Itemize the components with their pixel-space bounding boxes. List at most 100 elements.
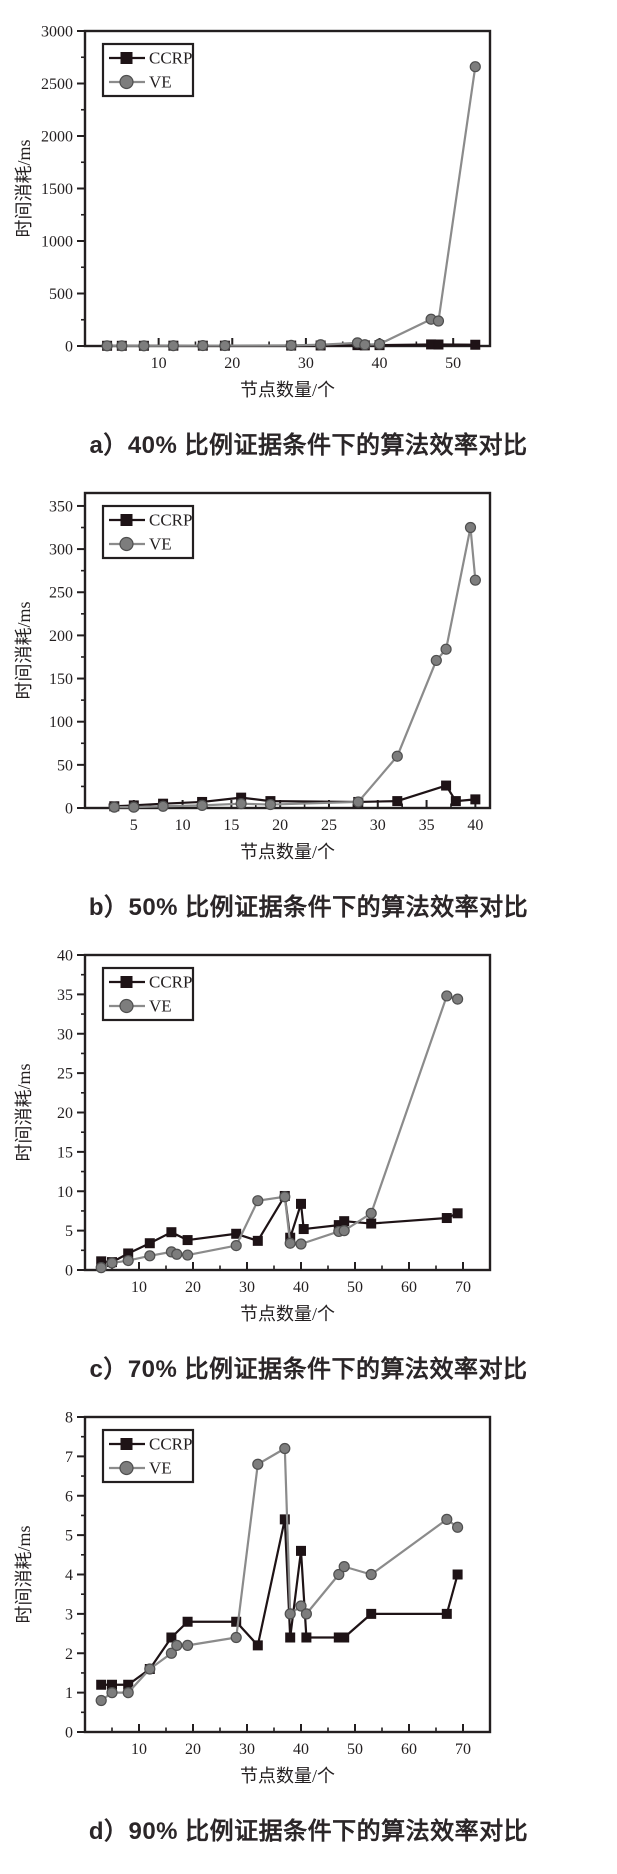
y-tick-label: 35 xyxy=(57,987,73,1004)
legend-CCRP-marker xyxy=(120,976,133,988)
series-CCRP-marker xyxy=(166,1227,177,1238)
series-VE-marker xyxy=(264,798,277,811)
series-VE-marker xyxy=(338,1561,350,1573)
series-CCRP-marker xyxy=(441,780,452,791)
x-tick-label: 70 xyxy=(455,1279,471,1296)
series-CCRP-marker xyxy=(441,1608,452,1619)
series-CCRP-marker xyxy=(441,1213,452,1224)
x-axis-label: 节点数量/个 xyxy=(240,1304,335,1324)
x-tick-label: 10 xyxy=(151,355,167,372)
legend-VE-marker xyxy=(119,74,134,90)
y-tick-label: 1500 xyxy=(41,181,73,198)
series-CCRP-marker xyxy=(296,1545,306,1556)
y-tick-label: 2000 xyxy=(41,129,73,146)
x-tick-label: 40 xyxy=(293,1279,309,1296)
series-CCRP-marker xyxy=(166,1632,177,1643)
series-CCRP-marker xyxy=(144,1238,155,1249)
y-tick-label: 10 xyxy=(57,1184,73,1201)
y-tick-label: 0 xyxy=(65,339,73,356)
y-tick-label: 1000 xyxy=(41,234,73,251)
series-VE-marker xyxy=(295,1238,307,1250)
series-VE-marker xyxy=(252,1195,264,1207)
series-VE-marker xyxy=(284,1608,296,1620)
x-tick-label: 20 xyxy=(185,1741,201,1758)
series-VE-marker xyxy=(300,1608,312,1620)
legend-CCRP-marker xyxy=(120,514,133,526)
series-VE-marker xyxy=(196,799,208,812)
series-VE-marker xyxy=(157,800,169,812)
series-CCRP-marker xyxy=(301,1632,312,1643)
chart-b-canvas: 0 50 100 150 200 250 300 350 5 10 15 20 25 30 35 40 节点数量… xyxy=(14,491,492,862)
x-tick-label: 50 xyxy=(445,355,461,372)
x-tick-label: 60 xyxy=(401,1741,417,1758)
y-tick-label: 2 xyxy=(65,1646,73,1663)
series-CCRP-marker xyxy=(279,1514,290,1525)
series-CCRP-marker xyxy=(339,1216,350,1227)
series-VE-marker xyxy=(165,1647,177,1659)
y-tick-label: 3 xyxy=(65,1606,73,1623)
y-tick-label: 1 xyxy=(65,1685,73,1702)
x-tick-label: 50 xyxy=(347,1279,363,1296)
chart-a-caption: a）40% 比例证据条件下的算法效率对比 xyxy=(89,431,528,459)
x-tick-label: 30 xyxy=(370,817,386,834)
series-VE-marker xyxy=(391,750,403,762)
series-VE-marker xyxy=(95,1262,107,1274)
series-VE-marker xyxy=(315,339,327,351)
chart-b-caption: b）50% 比例证据条件下的算法效率对比 xyxy=(88,893,529,921)
chart-c-canvas: 0 5 10 15 20 25 30 35 40 10 20 30 40 50 60 70 节点数量/个 时间消耗… xyxy=(14,948,492,1324)
y-axis-label: 时间消耗/ms xyxy=(14,1063,34,1161)
y-tick-label: 25 xyxy=(57,1066,73,1083)
chart-d-caption: d）90% 比例证据条件下的算法效率对比 xyxy=(88,1817,529,1845)
series-CCRP-marker xyxy=(298,1224,309,1235)
series-VE-marker xyxy=(373,338,386,350)
y-tick-label: 6 xyxy=(65,1488,73,1505)
y-tick-label: 100 xyxy=(49,714,73,731)
series-VE-marker xyxy=(95,1694,107,1707)
y-tick-label: 7 xyxy=(65,1449,73,1466)
legend-VE-marker xyxy=(119,998,134,1014)
series-VE-marker xyxy=(106,1257,118,1269)
y-tick-label: 8 xyxy=(65,1410,73,1427)
y-tick-label: 150 xyxy=(49,671,73,688)
y-tick-label: 50 xyxy=(57,757,73,774)
series-VE-marker xyxy=(469,61,481,73)
x-tick-label: 40 xyxy=(467,817,483,834)
x-tick-label: 20 xyxy=(185,1279,201,1296)
series-VE-marker xyxy=(167,340,179,352)
series-VE-marker xyxy=(441,1513,453,1525)
series-VE-marker xyxy=(430,654,442,667)
legend-box xyxy=(101,504,195,560)
legend-CCRP-label: CCRP xyxy=(149,973,192,992)
y-tick-label: 250 xyxy=(49,585,73,602)
x-tick-label: 10 xyxy=(175,817,191,834)
y-axis-label: 时间消耗/ms xyxy=(14,139,34,237)
series-VE-marker xyxy=(338,1225,350,1237)
legend-VE-marker xyxy=(119,536,134,552)
series-VE-marker xyxy=(359,339,371,351)
series-VE-marker xyxy=(464,521,477,534)
y-tick-label: 200 xyxy=(49,628,73,645)
x-axis-label: 节点数量/个 xyxy=(240,842,335,862)
chart-block-b: 0 50 100 150 200 250 300 350 5 10 15 20 25 30 35 40 节点数量… xyxy=(0,468,617,930)
series-VE-marker xyxy=(122,1687,134,1699)
x-tick-label: 50 xyxy=(347,1741,363,1758)
series-VE-marker xyxy=(116,340,128,352)
series-CCRP-marker xyxy=(339,1632,350,1643)
y-axis-label: 时间消耗/ms xyxy=(14,601,34,699)
x-tick-label: 30 xyxy=(239,1741,255,1758)
series-VE-line xyxy=(114,526,477,809)
series-CCRP-marker xyxy=(470,339,481,350)
series-CCRP-marker xyxy=(366,1608,377,1619)
series-VE-marker xyxy=(171,1248,183,1260)
series-VE-marker xyxy=(106,1687,118,1699)
x-tick-label: 30 xyxy=(298,355,314,372)
series-VE-marker xyxy=(295,1600,307,1612)
series-VE-marker xyxy=(128,801,140,813)
series-CCRP-marker xyxy=(450,796,461,807)
series-VE-line xyxy=(100,994,458,1269)
y-tick-label: 3000 xyxy=(41,24,73,41)
y-tick-label: 4 xyxy=(65,1567,73,1584)
series-VE-marker xyxy=(122,1254,134,1267)
y-tick-label: 0 xyxy=(65,1725,73,1742)
